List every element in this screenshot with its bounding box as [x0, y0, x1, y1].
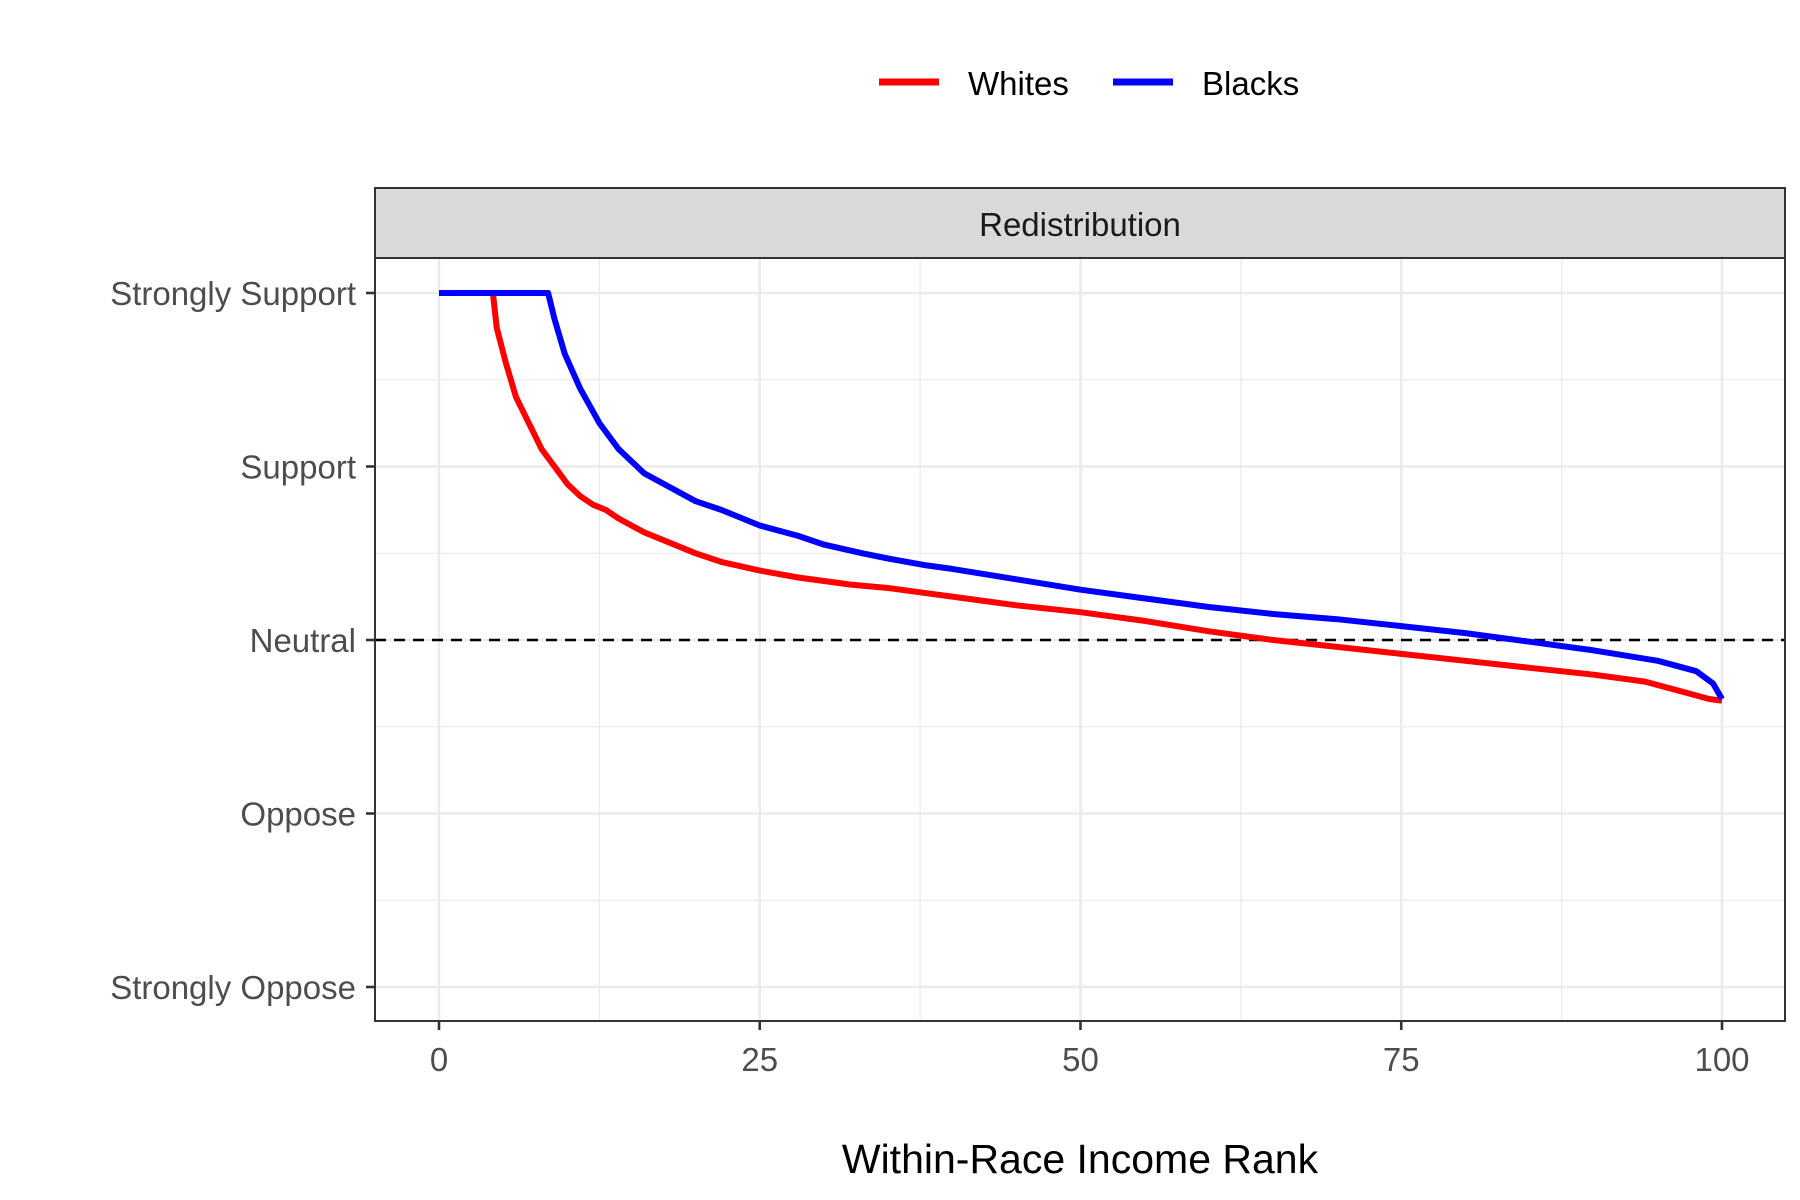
legend-label-blacks: Blacks	[1202, 65, 1299, 102]
x-tick-label: 100	[1694, 1041, 1749, 1078]
series-line-blacks	[439, 290, 1725, 701]
x-tick-label: 50	[1062, 1041, 1099, 1078]
facet-strip-label: Redistribution	[979, 206, 1181, 243]
y-tick-label: Neutral	[250, 622, 356, 659]
legend-label-whites: Whites	[968, 65, 1069, 102]
y-axis: Strongly Support Support Neutral Oppose Stro…	[110, 275, 375, 1006]
y-tick-label: Support	[240, 449, 356, 486]
facet-strip: Redistribution	[374, 187, 1786, 259]
y-tick-label: Strongly Oppose	[110, 969, 356, 1006]
y-tick-label: Oppose	[240, 796, 356, 833]
x-tick-label: 25	[741, 1041, 778, 1078]
facet-strip-background	[374, 187, 1786, 259]
series-layer	[439, 290, 1725, 704]
x-tick-label: 0	[430, 1041, 448, 1078]
y-tick-label: Strongly Support	[110, 275, 356, 312]
series-line-whites	[439, 290, 1723, 704]
x-tick-label: 75	[1383, 1041, 1420, 1078]
x-axis: 0 25 50 75 100	[430, 1021, 1750, 1078]
legend: Whites Blacks	[879, 65, 1299, 102]
x-axis-title: Within-Race Income Rank	[842, 1136, 1319, 1182]
